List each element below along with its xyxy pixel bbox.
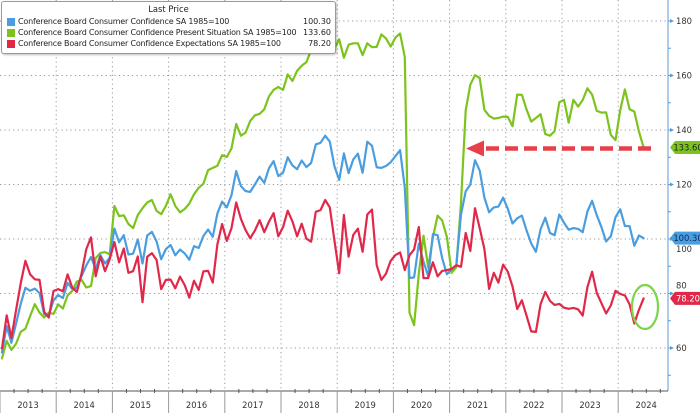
legend-item-present: Conference Board Consumer Confidence Pre… [7,27,331,38]
last-value-tag [670,231,700,245]
y-tick-marker-icon [670,128,674,132]
x-tick-label: 2024 [636,400,657,410]
legend-title: Last Price [148,4,189,14]
y-tick-label: 100 [676,244,692,254]
highlight-circle [630,283,660,331]
arrow-head-icon [466,140,484,157]
y-tick-label: 120 [676,180,692,190]
legend-item-expectations: Conference Board Consumer Confidence Exp… [7,38,331,49]
y-tick-label: 180 [676,16,692,26]
y-tick-marker-icon [670,346,674,350]
legend-label: Conference Board Consumer Confidence Exp… [18,39,281,48]
x-tick-label: 2018 [298,400,319,410]
x-axis: 2013 2014 2015 2016 2017 2018 2019 2020 2021 2022… [0,389,668,413]
legend: Last Price Conference Board Consumer Con… [1,1,336,54]
x-tick-label: 2022 [523,400,544,410]
x-tick-label: 2013 [17,400,38,410]
y-tick-label: 160 [676,71,692,81]
last-value-tag [670,140,700,154]
y-axis: 60 80 100 120 140 160 180 [667,0,692,391]
legend-item-overall: Conference Board Consumer Confidence SA … [7,16,331,27]
y-tick-marker-icon [670,182,674,187]
last-value-tag [670,291,700,305]
y-tick-label: 140 [676,125,692,135]
last-value-tags: 100.30 133.60 78.20 [670,140,700,305]
x-tick-label: 2014 [74,400,95,410]
legend-swatch-blue [7,17,15,26]
x-tick-label: 2023 [579,400,600,410]
x-tick-label: 2019 [355,400,376,410]
x-tick-label: 2015 [130,400,151,410]
grid [0,0,666,391]
legend-swatch-red [7,39,15,48]
annotations [466,140,660,331]
y-tick-marker-icon [670,291,674,296]
last-value-tag-label: 133.60 [673,142,700,152]
x-tick-label: 2017 [242,400,263,410]
x-tick-label: 2016 [186,400,207,410]
series-line-present-situation [0,32,645,360]
legend-value: 78.20 [308,39,331,48]
y-tick-label: 60 [676,343,687,353]
legend-label: Conference Board Consumer Confidence Pre… [18,28,297,37]
legend-value: 133.60 [303,28,331,37]
legend-swatch-green [7,28,15,37]
legend-value: 100.30 [303,17,331,26]
last-value-tag-label: 100.30 [673,233,700,243]
series-line-overall [0,134,645,354]
series-lines [0,32,645,360]
x-tick-label: 2020 [411,400,432,410]
y-tick-marker-icon [670,73,674,78]
last-value-tag-label: 78.20 [676,293,700,303]
legend-label: Conference Board Consumer Confidence SA … [18,17,230,26]
series-line-expectations [0,198,645,350]
y-tick-marker-icon [670,19,674,23]
y-tick-label: 80 [676,280,687,290]
x-tick-label: 2021 [467,400,488,410]
